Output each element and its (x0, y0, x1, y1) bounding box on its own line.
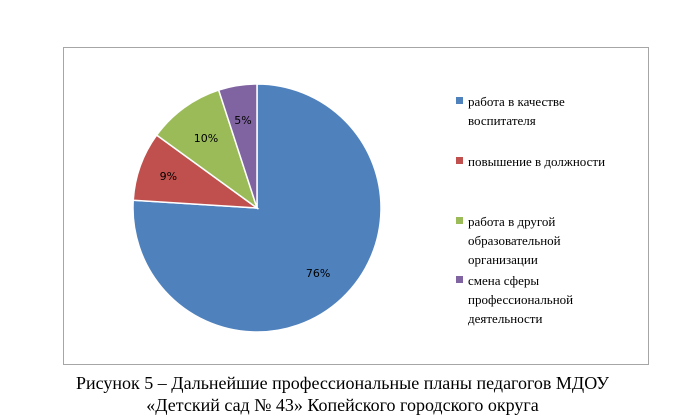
legend-swatch-purple (456, 276, 463, 283)
caption-line-1: Рисунок 5 – Дальнейшие профессиональные … (76, 373, 609, 393)
legend-label: работа в качестве воспитателя (468, 94, 565, 128)
legend-swatch-green (456, 217, 463, 224)
legend-item-other-organization: работа в другой образовательной организа… (456, 212, 561, 269)
pie-data-label: 10% (194, 132, 218, 145)
pie-data-label: 9% (160, 170, 177, 183)
legend-item-teacher-work: работа в качестве воспитателя (456, 92, 565, 130)
figure-caption: Рисунок 5 – Дальнейшие профессиональные … (0, 372, 685, 416)
chart-frame: 76% 9% 10% 5% работа в качестве воспитателя… (63, 47, 649, 365)
legend-item-promotion: повышение в должности (456, 152, 605, 171)
pie-data-label: 76% (306, 267, 330, 280)
legend-swatch-blue (456, 97, 463, 104)
legend-label: повышение в должности (468, 154, 606, 169)
pie-chart: 76% 9% 10% 5% (132, 83, 382, 333)
legend-label: работа в другой образовательной организа… (468, 214, 561, 267)
pie-data-label: 5% (234, 114, 251, 127)
legend-label: смена сферы профессиональной деятельност… (468, 273, 574, 326)
pie-slice-career-change (217, 83, 258, 209)
pie-slice-other-organization (155, 89, 259, 210)
legend-swatch-red (456, 157, 463, 164)
caption-line-2: «Детский сад № 43» Копейского городского… (146, 395, 539, 415)
legend-item-career-change: смена сферы профессиональной деятельност… (456, 271, 573, 328)
